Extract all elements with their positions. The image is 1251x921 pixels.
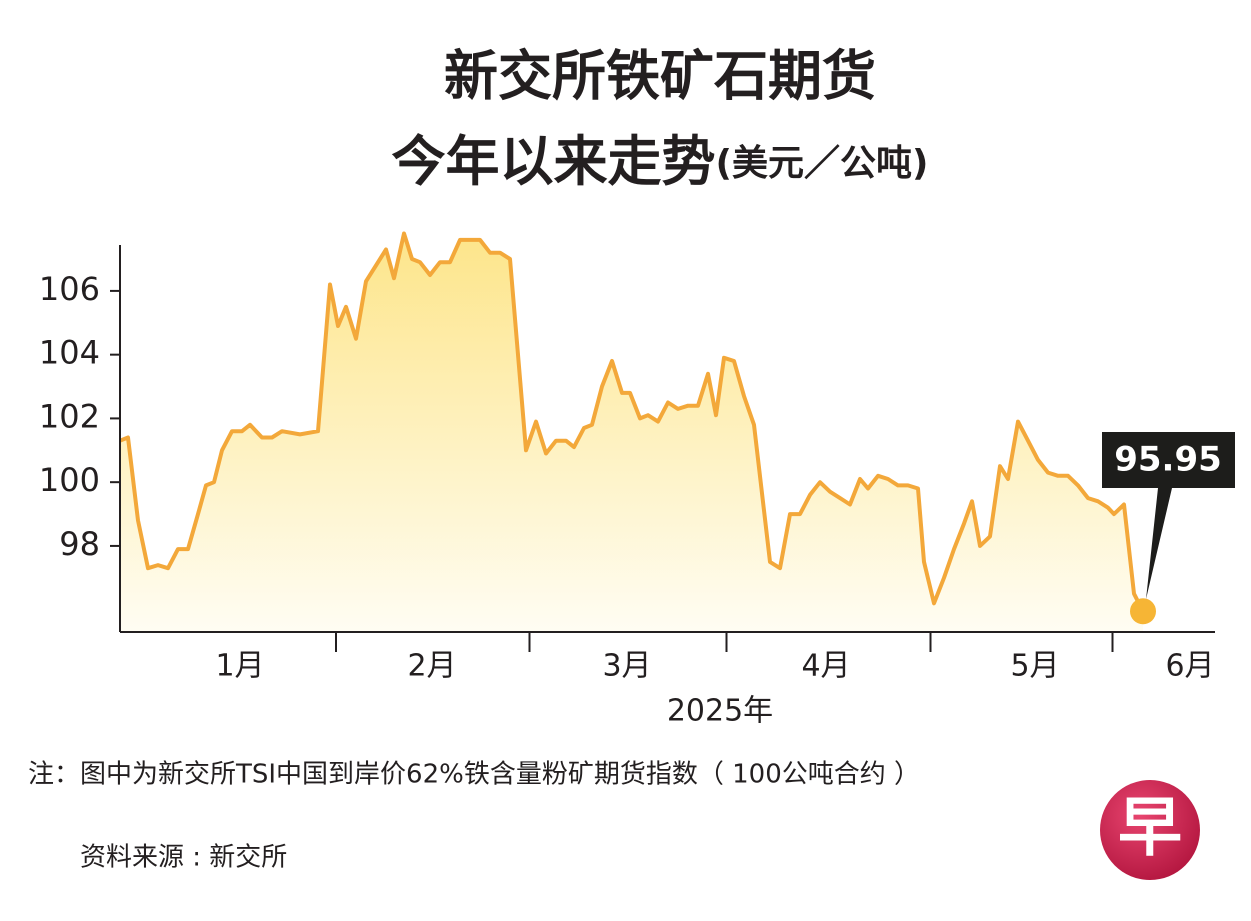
x-tick-label: 5月 bbox=[1010, 649, 1059, 684]
x-tick-label: 3月 bbox=[602, 649, 651, 684]
x-tick-label: 4月 bbox=[801, 649, 850, 684]
subtitle: 今年以来走势 bbox=[392, 130, 716, 193]
y-tick-label: 102 bbox=[39, 397, 100, 435]
area bbox=[120, 233, 1143, 632]
callout bbox=[1102, 432, 1235, 600]
unit: (美元／公吨) bbox=[716, 143, 929, 184]
x-tick-label: 6月 bbox=[1165, 649, 1214, 684]
source: 资料来源 : 新交所 bbox=[80, 843, 287, 873]
y-tick-label: 98 bbox=[59, 525, 100, 563]
logo-circle bbox=[1100, 780, 1200, 880]
annotation: 95.95 bbox=[1114, 440, 1222, 480]
y-tick-label: 106 bbox=[39, 270, 100, 308]
y-tick-label: 104 bbox=[39, 334, 100, 372]
chart-subtitle: 今年以来走势(美元／公吨) bbox=[392, 130, 929, 193]
note: 注：图中为新交所TSI中国到岸价62%铁含量粉矿期货指数（ 100公吨合约 ） bbox=[28, 760, 920, 790]
chart-title: 新交所铁矿石期货 bbox=[444, 45, 876, 108]
logo: 早 bbox=[1118, 792, 1182, 866]
x-axis-label: 2025年 bbox=[667, 694, 773, 729]
y-tick-label: 100 bbox=[39, 461, 100, 499]
line bbox=[119, 231, 1145, 613]
x-tick-label: 2月 bbox=[407, 649, 456, 684]
end-point bbox=[1130, 598, 1156, 625]
x-tick-label: 1月 bbox=[215, 649, 264, 684]
